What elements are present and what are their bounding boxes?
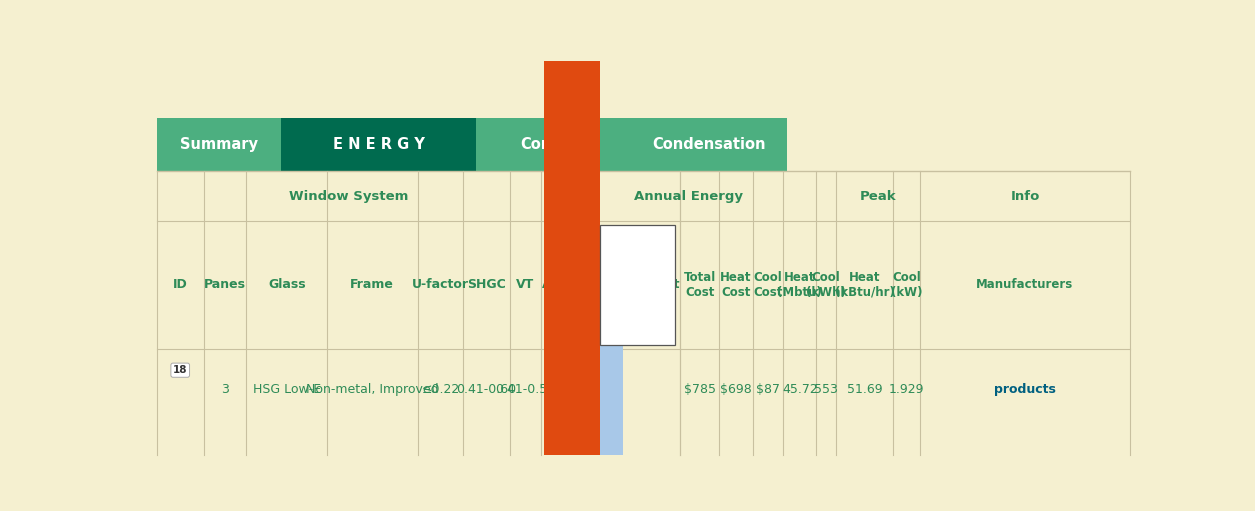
Text: E N E R G Y: E N E R G Y: [333, 137, 424, 152]
Text: Frame: Frame: [350, 278, 394, 291]
Text: ID: ID: [173, 278, 187, 291]
Text: 1.929: 1.929: [889, 383, 925, 397]
Text: 3: 3: [221, 383, 228, 397]
Text: Heat
(Mbtu): Heat (Mbtu): [777, 271, 822, 298]
Text: Annual Energy Cost: Annual Energy Cost: [542, 278, 679, 291]
Text: Summary: Summary: [181, 137, 259, 152]
Text: $785: $785: [684, 383, 715, 397]
Bar: [281, 119, 476, 172]
Text: products: products: [994, 383, 1055, 397]
Text: Condensation: Condensation: [653, 137, 766, 152]
Text: 553: 553: [814, 383, 838, 397]
Bar: [600, 317, 622, 455]
Bar: [631, 119, 787, 172]
Text: 0.41-0.50: 0.41-0.50: [496, 383, 556, 397]
Text: 18: 18: [173, 365, 187, 375]
Text: Peak: Peak: [860, 190, 896, 202]
Text: Cool
(kW): Cool (kW): [891, 271, 922, 298]
Text: $698: $698: [720, 383, 752, 397]
Text: VT: VT: [516, 278, 535, 291]
Text: HSG Low-E: HSG Low-E: [252, 383, 321, 397]
Text: Cool
Cost: Cool Cost: [753, 271, 783, 298]
Text: Cool
(kWh): Cool (kWh): [806, 271, 846, 298]
Text: Heat
(kBtu/hr): Heat (kBtu/hr): [835, 271, 895, 298]
Text: Annual Energy: Annual Energy: [634, 190, 743, 202]
Bar: [600, 225, 675, 344]
Text: ≤0.22: ≤0.22: [422, 383, 459, 397]
Text: Window System: Window System: [290, 190, 409, 202]
Text: Panes: Panes: [205, 278, 246, 291]
Bar: [543, 61, 600, 455]
Bar: [476, 119, 631, 172]
Text: Manufacturers: Manufacturers: [976, 278, 1073, 291]
Text: 0.41-0.60: 0.41-0.60: [457, 383, 517, 397]
Text: Heat
Cost: Heat Cost: [720, 271, 752, 298]
Text: Total
Cost: Total Cost: [684, 271, 715, 298]
Text: 51.69: 51.69: [847, 383, 882, 397]
Text: SHGC: SHGC: [467, 278, 506, 291]
Text: Comfort: Comfort: [521, 137, 587, 152]
Text: $87: $87: [757, 383, 781, 397]
Text: Non-metal, Improved: Non-metal, Improved: [306, 383, 439, 397]
Text: 45.72: 45.72: [782, 383, 818, 397]
Text: Glass: Glass: [267, 278, 305, 291]
Text: Info: Info: [1010, 190, 1039, 202]
Text: U-factor: U-factor: [412, 278, 469, 291]
Bar: [157, 119, 281, 172]
